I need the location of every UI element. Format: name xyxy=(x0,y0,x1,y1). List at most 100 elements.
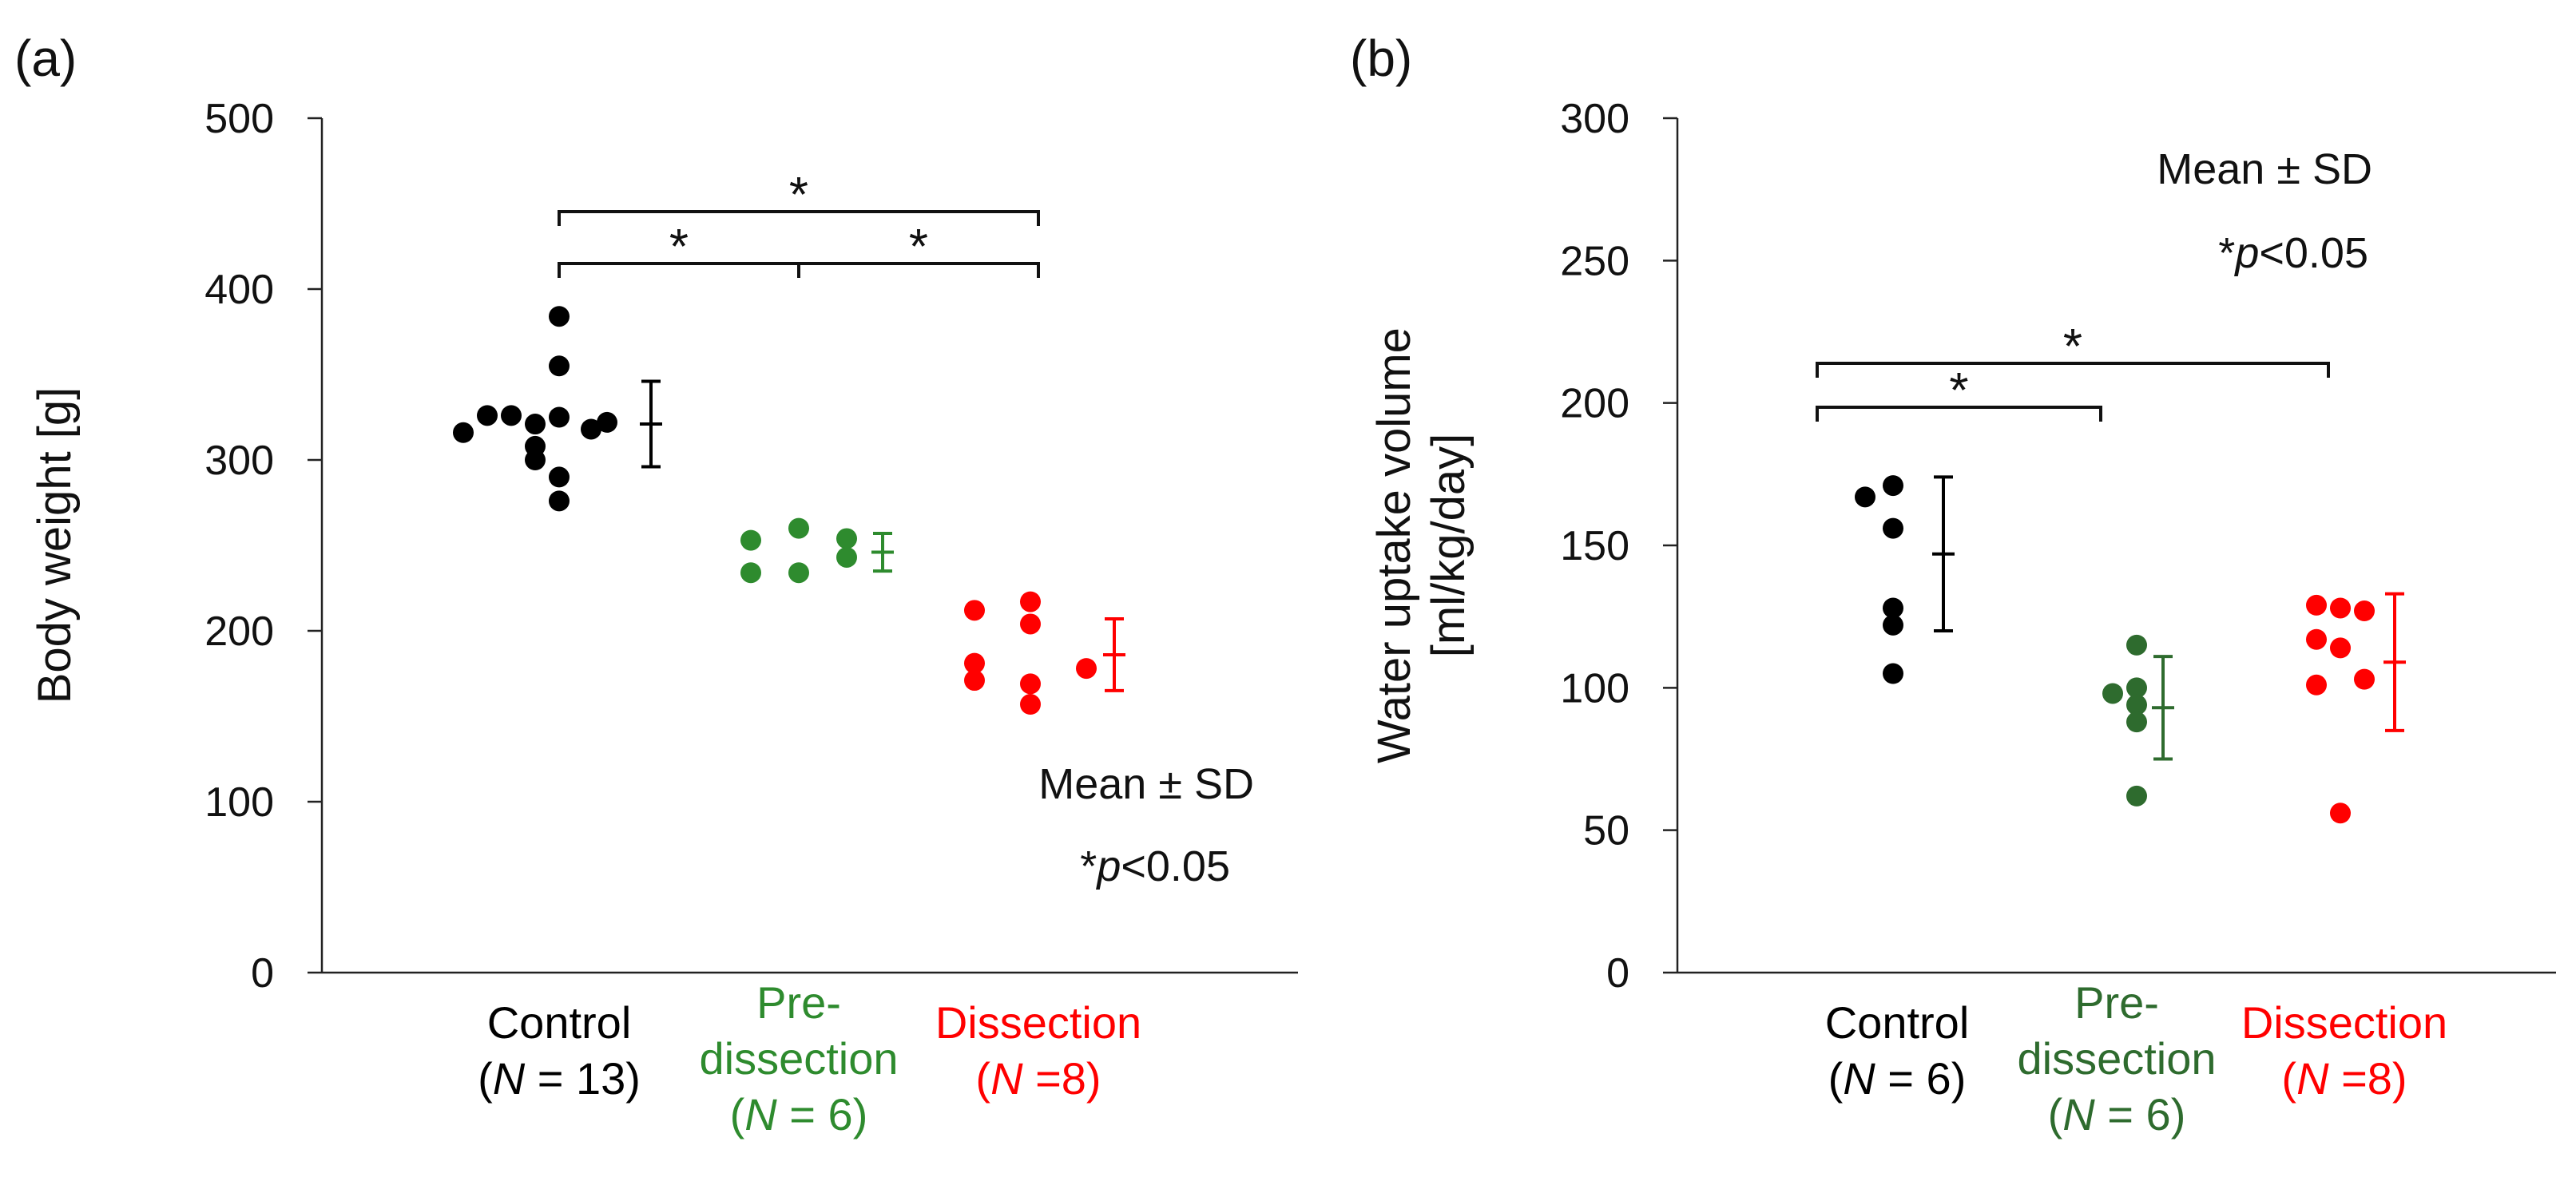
significance-star: * xyxy=(789,168,808,223)
panel-label: (a) xyxy=(14,30,77,87)
data-point xyxy=(2126,711,2147,733)
error-bar xyxy=(640,379,662,469)
data-point xyxy=(964,670,985,692)
y-axis-title: Body weight [g] xyxy=(29,387,81,704)
significance-bracket: * xyxy=(558,168,1040,226)
y-tick-label: 200 xyxy=(1560,381,1629,427)
category-label: Control xyxy=(487,997,632,1048)
significance-bracket: * xyxy=(797,220,1040,278)
data-point xyxy=(1076,658,1097,680)
data-point xyxy=(581,418,601,440)
chart-panel-b: (b) 0 50 100 150 200 250 300 Water uptake volume… xyxy=(1350,30,2556,1139)
category-label: Dissection xyxy=(2241,997,2447,1048)
y-tick-label: 150 xyxy=(1560,523,1629,569)
significance-star: * xyxy=(909,220,928,275)
category-label: Dissection xyxy=(935,997,1141,1048)
y-tick-label: 250 xyxy=(1560,238,1629,284)
data-point xyxy=(740,529,761,551)
data-point xyxy=(549,355,570,377)
data-point xyxy=(1855,486,1875,508)
data-point xyxy=(525,435,546,457)
y-axis-title-units: [ml/kg/day] xyxy=(1423,434,1475,657)
data-point xyxy=(2126,785,2147,807)
data-point xyxy=(549,490,570,512)
category-label: Control xyxy=(1825,997,1970,1048)
data-point xyxy=(964,600,985,621)
y-axis-title: Water uptake volume xyxy=(1368,327,1420,763)
significance-line xyxy=(1816,406,2102,422)
data-point xyxy=(525,414,546,435)
category-n-label: (N =8) xyxy=(975,1053,1101,1104)
data-point xyxy=(836,546,857,568)
data-point xyxy=(1020,591,1041,612)
legend-mean-sd: Mean ± SD xyxy=(2157,145,2372,193)
category-label-line2: dissection xyxy=(699,1033,898,1084)
category-n-label: (N = 13) xyxy=(478,1053,641,1104)
data-point xyxy=(788,517,809,539)
category-n-label: (N =8) xyxy=(2281,1053,2407,1104)
data-point xyxy=(2102,683,2123,704)
significance-bracket: * xyxy=(1816,319,2330,378)
data-point xyxy=(788,562,809,584)
data-point xyxy=(453,422,474,443)
data-point xyxy=(2306,628,2327,650)
data-point xyxy=(1883,663,1903,684)
data-point xyxy=(1883,517,1903,539)
data-point xyxy=(2330,637,2351,659)
y-tick-label: 200 xyxy=(204,608,274,655)
data-point xyxy=(477,405,498,426)
significance-bracket: * xyxy=(558,220,800,278)
data-point xyxy=(2126,694,2147,715)
y-tick-label: 50 xyxy=(1583,808,1629,854)
y-tick-label: 0 xyxy=(251,950,274,997)
category-label-line1: Pre- xyxy=(756,977,841,1028)
data-point xyxy=(2330,597,2351,619)
category-n-label: (N = 6) xyxy=(2048,1089,2186,1139)
data-point xyxy=(836,528,857,549)
significance-line xyxy=(558,210,1040,226)
y-tick-label: 100 xyxy=(204,779,274,826)
data-point xyxy=(1883,597,1903,619)
significance-line xyxy=(1816,362,2330,378)
data-point xyxy=(2306,594,2327,616)
error-bar xyxy=(2383,592,2406,732)
data-point xyxy=(2126,634,2147,656)
data-point xyxy=(1020,694,1041,715)
data-point xyxy=(1883,614,1903,636)
data-point xyxy=(501,405,522,426)
data-point xyxy=(2354,668,2375,690)
error-bar xyxy=(1932,475,1955,632)
significance-star: * xyxy=(669,220,689,275)
y-tick-label: 500 xyxy=(204,96,274,142)
data-point xyxy=(2306,674,2327,696)
data-point xyxy=(2126,677,2147,699)
error-bar xyxy=(1103,617,1125,692)
significance-star: * xyxy=(2063,319,2082,375)
data-point xyxy=(597,411,617,433)
data-point xyxy=(740,562,761,584)
y-tick-label: 400 xyxy=(204,267,274,313)
data-point xyxy=(964,652,985,674)
y-tick-label: 0 xyxy=(1606,950,1629,997)
significance-star: * xyxy=(1949,363,1968,418)
data-point xyxy=(549,406,570,428)
pvalue-note: *p<0.05 xyxy=(1080,842,1230,890)
y-tick-label: 300 xyxy=(1560,96,1629,142)
data-point xyxy=(1020,673,1041,695)
category-label-line2: dissection xyxy=(2017,1033,2216,1084)
chart-panel-a: (a) 0 100 200 300 400 500 Body weight [g] Contro… xyxy=(14,30,1298,1139)
y-tick-label: 300 xyxy=(204,438,274,484)
data-point xyxy=(549,306,570,327)
significance-line xyxy=(797,262,1040,278)
data-point xyxy=(2354,600,2375,622)
error-bar xyxy=(871,532,894,573)
category-n-label: (N = 6) xyxy=(1828,1053,1967,1104)
significance-bracket: * xyxy=(1816,363,2102,422)
data-point xyxy=(549,466,570,488)
error-bar xyxy=(2152,655,2174,761)
category-n-label: (N = 6) xyxy=(730,1089,868,1139)
data-point xyxy=(2330,803,2351,824)
pvalue-note: *p<0.05 xyxy=(2218,229,2368,277)
data-point xyxy=(1883,475,1903,497)
